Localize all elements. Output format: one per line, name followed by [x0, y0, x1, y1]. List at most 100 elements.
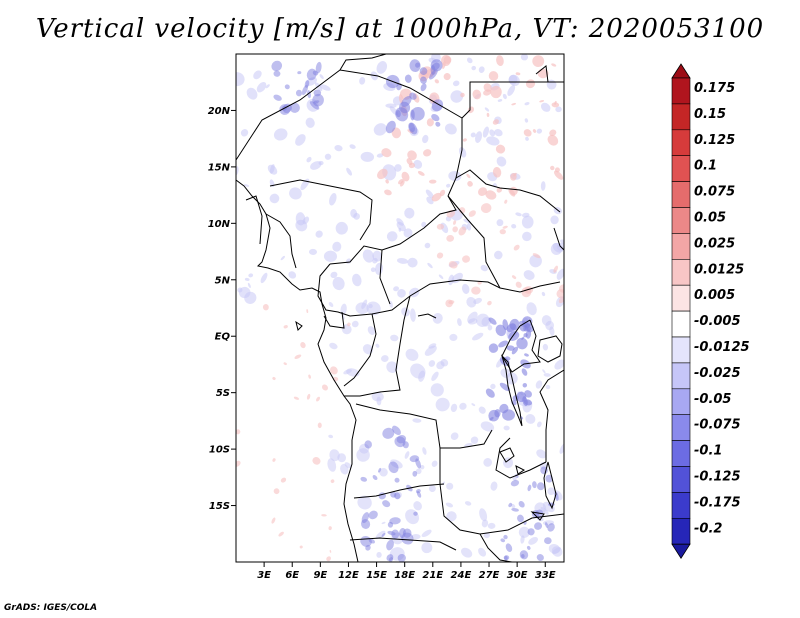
field-patch: [466, 223, 472, 231]
field-patch: [511, 503, 516, 509]
field-patch: [480, 421, 495, 432]
colorbar-label: 0.175: [694, 81, 735, 96]
field-patch: [462, 138, 467, 142]
field-patch: [376, 153, 384, 158]
field-patch: [385, 179, 389, 184]
colorbar-bottom-arrow: [671, 543, 691, 559]
field-patch: [420, 83, 427, 92]
field-patch: [360, 519, 371, 529]
field-patch: [521, 215, 534, 229]
field-patch: [295, 134, 306, 146]
colorbar-label: 0.05: [694, 211, 726, 226]
field-patch: [525, 329, 532, 339]
lon-tick-label: 12E: [338, 570, 359, 581]
colorbar-label: 0.1: [694, 159, 717, 174]
field-patch: [503, 555, 510, 560]
lat-tick-label: 15S: [209, 501, 230, 512]
border-7: [245, 195, 263, 245]
field-patch: [394, 164, 402, 172]
field-patch: [409, 59, 421, 73]
field-patch: [515, 281, 522, 288]
colorbar-label: 0.15: [694, 107, 726, 122]
field-patch: [518, 526, 530, 538]
field-patch: [430, 59, 443, 72]
field-patch: [398, 227, 402, 232]
lon-tick: 21E: [422, 562, 443, 581]
field-patch: [407, 257, 418, 268]
field-patch: [297, 71, 302, 75]
lat-tick-label: 15N: [208, 162, 231, 173]
field-patch: [306, 156, 312, 163]
field-patch: [464, 501, 472, 506]
field-patch: [386, 554, 394, 562]
border-2: [339, 54, 387, 71]
field-patch: [490, 85, 502, 99]
field-patch: [470, 436, 479, 444]
lon-tick: 18E: [394, 562, 415, 581]
lat-tick: 20N: [208, 106, 236, 117]
border-19: [495, 437, 547, 479]
field-patch: [497, 99, 503, 102]
colorbar-label: 0.025: [694, 236, 735, 251]
field-patch: [503, 457, 514, 469]
field-patch: [431, 114, 440, 122]
field-patch: [315, 61, 322, 74]
field-patch: [434, 79, 439, 84]
lat-tick: 10S: [209, 445, 236, 456]
field-patch: [329, 449, 340, 462]
field-patch: [498, 340, 508, 348]
lat-tick: 10N: [208, 219, 236, 230]
field-patch: [419, 464, 425, 470]
field-patch: [460, 92, 465, 98]
colorbar-label: 0.005: [694, 288, 735, 303]
field-patch: [415, 488, 421, 494]
colorbar-label: 0.0125: [694, 262, 744, 277]
field-patch: [547, 487, 556, 496]
field-patch: [511, 346, 519, 355]
field-patch: [248, 273, 254, 278]
field-patch: [511, 507, 519, 512]
field-patch: [346, 167, 353, 176]
lon-tick-label: 6E: [285, 570, 299, 581]
field-patch: [461, 547, 473, 558]
field-patch: [377, 168, 388, 180]
field-patch: [487, 325, 493, 331]
field-patch: [351, 320, 359, 328]
field-patch: [359, 77, 366, 85]
field-patch: [422, 134, 429, 144]
field-patch: [347, 322, 351, 327]
border-6: [265, 213, 297, 269]
field-patch: [560, 239, 564, 245]
colorbar-segment: [671, 284, 691, 312]
field-patch: [410, 308, 416, 322]
field-patch: [438, 274, 444, 280]
field-patch: [475, 131, 483, 143]
field-patch: [384, 189, 392, 196]
field-patch: [425, 189, 434, 199]
lake-small-2: [499, 447, 515, 463]
field-patch: [301, 84, 309, 96]
field-patch: [520, 54, 529, 61]
colorbar-segment: [671, 440, 691, 467]
field-patch: [357, 495, 372, 510]
field-patch: [373, 123, 387, 136]
field-patch: [505, 356, 511, 361]
lake-malawi: [543, 461, 557, 510]
field-patch: [244, 184, 250, 187]
border-14: [344, 295, 411, 397]
field-patch: [532, 481, 537, 489]
field-patch: [525, 136, 529, 141]
field-patch: [389, 300, 393, 308]
field-patch: [485, 190, 497, 200]
field-patch: [385, 103, 397, 109]
field-patch: [378, 467, 382, 473]
field-patch: [353, 212, 360, 220]
field-patch: [385, 120, 396, 134]
field-patch: [240, 129, 249, 137]
field-patch: [415, 62, 421, 68]
field-patch: [394, 477, 400, 483]
field-patch: [554, 170, 564, 180]
field-patch: [391, 529, 400, 539]
field-patch: [459, 402, 467, 410]
